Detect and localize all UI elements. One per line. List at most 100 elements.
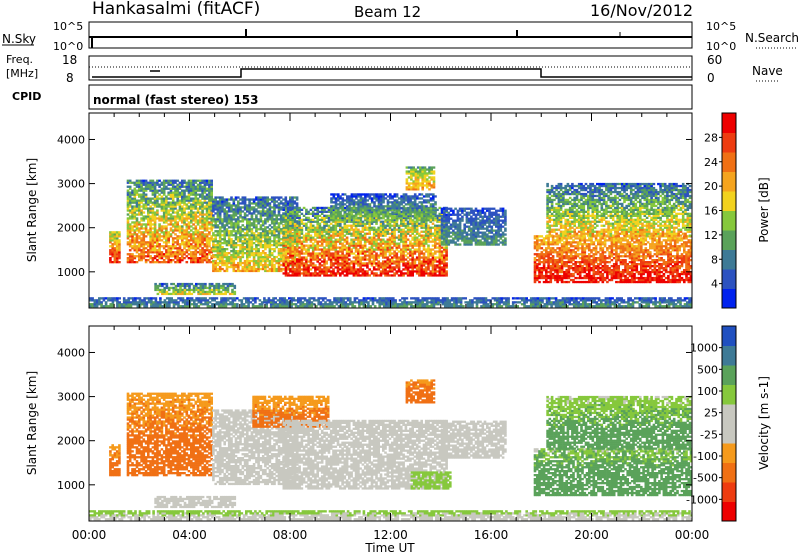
data-cell — [391, 195, 394, 198]
data-cell — [382, 262, 385, 265]
data-cell — [190, 257, 193, 260]
data-cell — [266, 254, 269, 257]
data-cell — [382, 242, 385, 245]
data-cell — [259, 267, 263, 271]
data-cell — [355, 193, 358, 196]
data-cell — [291, 214, 294, 217]
data-cell — [218, 208, 222, 211]
data-cell — [147, 233, 150, 236]
data-cell — [300, 242, 304, 245]
data-cell — [190, 292, 194, 296]
data-cell — [261, 259, 265, 263]
data-cell — [293, 270, 297, 273]
data-cell — [217, 288, 221, 292]
data-cell — [264, 220, 267, 223]
data-cell — [384, 230, 387, 233]
data-cell — [339, 268, 342, 271]
data-cell — [210, 282, 214, 286]
data-cell — [364, 199, 367, 202]
data-cell — [234, 226, 238, 229]
data-cell — [201, 243, 204, 246]
data-cell — [386, 244, 390, 247]
data-cell — [216, 202, 220, 205]
data-cell — [379, 213, 383, 216]
data-cell — [237, 220, 240, 223]
data-cell — [366, 211, 369, 214]
data-cell — [255, 230, 258, 233]
data-cell — [350, 238, 353, 241]
data-cell — [296, 212, 299, 215]
data-cell — [230, 218, 233, 221]
data-cell — [311, 248, 315, 251]
data-cell — [195, 282, 198, 286]
data-cell — [382, 224, 385, 227]
data-cell — [400, 232, 403, 235]
data-cell — [185, 231, 189, 234]
data-cell — [232, 226, 236, 229]
data-cell — [138, 209, 141, 212]
data-cell — [296, 206, 299, 210]
data-cell — [212, 255, 215, 259]
data-cell — [225, 234, 229, 237]
data-cell — [171, 251, 175, 254]
data-cell — [300, 208, 304, 211]
data-cell — [309, 218, 313, 221]
data-cell — [345, 272, 349, 275]
data-cell — [142, 241, 146, 244]
data-cell — [325, 230, 328, 233]
data-cell — [413, 226, 417, 229]
data-cell — [332, 268, 335, 271]
data-cell — [316, 256, 319, 259]
data-cell — [443, 254, 446, 257]
data-cell — [158, 247, 161, 250]
data-cell — [379, 246, 383, 249]
data-cell — [178, 187, 182, 190]
data-cell — [443, 246, 446, 249]
data-cell — [316, 220, 319, 223]
data-cell — [216, 234, 220, 237]
data-cell — [368, 248, 371, 251]
data-cell — [375, 216, 378, 219]
data-cell — [382, 208, 385, 211]
data-cell — [316, 226, 319, 229]
data-cell — [151, 243, 155, 246]
data-cell — [234, 214, 238, 217]
data-cell — [135, 229, 139, 232]
data-cell — [359, 252, 362, 255]
data-cell — [232, 240, 236, 243]
data-cell — [138, 195, 141, 198]
data-cell — [354, 242, 358, 245]
data-cell — [323, 222, 326, 225]
data-cell — [201, 221, 204, 224]
data-cell — [325, 244, 328, 247]
data-cell — [212, 202, 215, 205]
data-cell — [259, 261, 263, 265]
data-cell — [257, 210, 260, 213]
data-cell — [357, 274, 360, 277]
data-cell — [352, 220, 356, 223]
data-cell — [273, 220, 276, 223]
data-cell — [366, 207, 369, 210]
data-cell — [176, 288, 180, 292]
data-cell — [327, 232, 331, 235]
data-cell — [355, 195, 358, 198]
data-cell — [111, 243, 114, 246]
data-cell — [277, 198, 281, 201]
data-cell — [346, 213, 349, 216]
data-cell — [431, 268, 435, 271]
data-cell — [413, 214, 417, 217]
data-cell — [445, 256, 448, 259]
data-cell — [348, 272, 351, 275]
data-cell — [391, 258, 394, 261]
data-cell — [210, 185, 213, 188]
data-cell — [128, 215, 132, 218]
data-cell — [192, 181, 195, 184]
freq-strip: Freq. [MHz] 18 8 60 0 Nave — [6, 53, 783, 85]
data-cell — [171, 259, 175, 262]
data-cell — [201, 261, 204, 264]
data-cell — [402, 219, 406, 222]
data-cell — [126, 205, 130, 208]
data-cell — [393, 244, 396, 247]
data-cell — [232, 255, 236, 259]
data-cell — [128, 257, 132, 260]
